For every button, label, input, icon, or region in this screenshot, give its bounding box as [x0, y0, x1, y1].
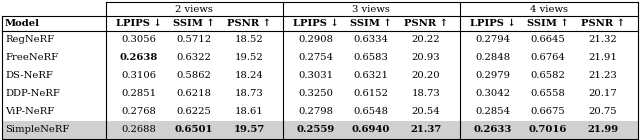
Text: 0.5712: 0.5712 — [177, 36, 212, 45]
Text: 0.6225: 0.6225 — [177, 108, 211, 116]
Text: LPIPS ↓: LPIPS ↓ — [470, 19, 516, 28]
Text: 0.3250: 0.3250 — [298, 89, 333, 99]
Text: 0.6583: 0.6583 — [353, 53, 388, 62]
Text: 0.6152: 0.6152 — [353, 89, 388, 99]
Bar — [2, 121, 638, 139]
Text: RegNeRF: RegNeRF — [5, 36, 54, 45]
Text: DDP-NeRF: DDP-NeRF — [5, 89, 60, 99]
Text: 0.6321: 0.6321 — [353, 72, 388, 80]
Text: 3 views: 3 views — [352, 4, 390, 13]
Text: 20.22: 20.22 — [412, 36, 440, 45]
Text: 20.93: 20.93 — [412, 53, 440, 62]
Text: 0.6675: 0.6675 — [531, 108, 565, 116]
Text: 0.3042: 0.3042 — [476, 89, 511, 99]
Text: 0.2851: 0.2851 — [122, 89, 157, 99]
Text: SSIM ↑: SSIM ↑ — [527, 19, 569, 28]
Text: 18.73: 18.73 — [235, 89, 264, 99]
Text: 0.2633: 0.2633 — [474, 125, 512, 135]
Text: 0.2794: 0.2794 — [476, 36, 511, 45]
Text: 18.52: 18.52 — [235, 36, 264, 45]
Text: SSIM ↑: SSIM ↑ — [173, 19, 215, 28]
Text: 0.6501: 0.6501 — [175, 125, 213, 135]
Text: 21.91: 21.91 — [589, 53, 618, 62]
Text: 0.2638: 0.2638 — [120, 53, 158, 62]
Text: 21.37: 21.37 — [410, 125, 442, 135]
Text: LPIPS ↓: LPIPS ↓ — [116, 19, 162, 28]
Text: 0.7016: 0.7016 — [529, 125, 567, 135]
Text: 21.32: 21.32 — [589, 36, 618, 45]
Text: 4 views: 4 views — [530, 4, 568, 13]
Text: LPIPS ↓: LPIPS ↓ — [293, 19, 339, 28]
Text: 18.73: 18.73 — [412, 89, 440, 99]
Text: 18.61: 18.61 — [235, 108, 264, 116]
Text: 0.2908: 0.2908 — [298, 36, 333, 45]
Text: 0.2979: 0.2979 — [476, 72, 511, 80]
Text: 0.6322: 0.6322 — [177, 53, 211, 62]
Text: 0.2798: 0.2798 — [298, 108, 333, 116]
Text: 20.75: 20.75 — [589, 108, 618, 116]
Text: 0.2559: 0.2559 — [297, 125, 335, 135]
Text: PSNR ↑: PSNR ↑ — [581, 19, 625, 28]
Text: 19.52: 19.52 — [235, 53, 264, 62]
Text: 0.6764: 0.6764 — [531, 53, 565, 62]
Text: 18.24: 18.24 — [235, 72, 264, 80]
Text: SSIM ↑: SSIM ↑ — [350, 19, 392, 28]
Text: 21.23: 21.23 — [589, 72, 618, 80]
Text: 0.2768: 0.2768 — [122, 108, 156, 116]
Text: 0.6940: 0.6940 — [352, 125, 390, 135]
Text: 0.6334: 0.6334 — [353, 36, 388, 45]
Text: 20.20: 20.20 — [412, 72, 440, 80]
Text: 0.3031: 0.3031 — [298, 72, 333, 80]
Text: 0.2688: 0.2688 — [122, 125, 156, 135]
Text: 0.2848: 0.2848 — [476, 53, 511, 62]
Text: FreeNeRF: FreeNeRF — [5, 53, 58, 62]
Text: PSNR ↑: PSNR ↑ — [404, 19, 448, 28]
Text: 0.3056: 0.3056 — [122, 36, 156, 45]
Text: 0.3106: 0.3106 — [122, 72, 157, 80]
Text: Model: Model — [5, 19, 40, 28]
Text: 21.99: 21.99 — [588, 125, 619, 135]
Text: 20.17: 20.17 — [589, 89, 618, 99]
Text: PSNR ↑: PSNR ↑ — [227, 19, 271, 28]
Text: 0.6582: 0.6582 — [531, 72, 565, 80]
Text: 0.2854: 0.2854 — [476, 108, 511, 116]
Text: 0.6558: 0.6558 — [531, 89, 565, 99]
Text: 0.6645: 0.6645 — [531, 36, 565, 45]
Text: 0.6218: 0.6218 — [177, 89, 211, 99]
Text: 0.5862: 0.5862 — [177, 72, 211, 80]
Text: 2 views: 2 views — [175, 4, 213, 13]
Text: ViP-NeRF: ViP-NeRF — [5, 108, 54, 116]
Text: DS-NeRF: DS-NeRF — [5, 72, 53, 80]
Text: 0.6548: 0.6548 — [353, 108, 388, 116]
Text: 0.2754: 0.2754 — [298, 53, 333, 62]
Text: SimpleNeRF: SimpleNeRF — [5, 125, 69, 135]
Text: 19.57: 19.57 — [234, 125, 264, 135]
Text: 20.54: 20.54 — [412, 108, 440, 116]
